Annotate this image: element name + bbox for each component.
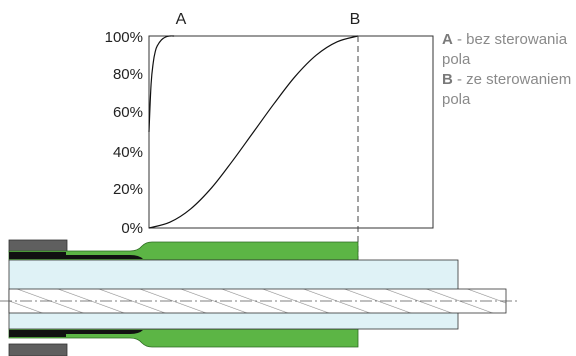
legend-key-b: B — [442, 71, 453, 88]
y-tick-label: 80% — [113, 66, 143, 83]
legend: A - bez sterowania pola B - ze sterowani… — [442, 30, 576, 110]
y-tick-label: 20% — [113, 181, 143, 198]
series-a-line — [148, 35, 175, 133]
y-tick-label: 0% — [121, 220, 143, 237]
legend-item-a: A - bez sterowania pola — [442, 30, 576, 70]
outer-sheath-top — [8, 239, 68, 253]
series-b-line — [148, 35, 359, 229]
y-tick-label: 60% — [113, 104, 143, 121]
legend-text-a: - bez sterowania pola — [442, 31, 568, 68]
plot-frame — [148, 35, 434, 229]
y-axis: 100% 80% 60% 40% 20% 0% — [105, 29, 143, 237]
series-b-label: B — [350, 11, 361, 28]
y-tick-label: 40% — [113, 144, 143, 161]
series-a-label: A — [176, 11, 187, 28]
outer-sheath-bottom — [8, 343, 68, 356]
y-tick-label: 100% — [105, 29, 143, 46]
legend-item-b: B - ze sterowaniem pola — [442, 70, 576, 110]
semicon-layer-bottom — [9, 330, 143, 337]
legend-key-a: A — [442, 31, 453, 48]
cable-diagram — [0, 239, 518, 356]
legend-text-b: - ze sterowaniem pola — [442, 71, 572, 108]
semicon-layer-top — [9, 252, 143, 259]
